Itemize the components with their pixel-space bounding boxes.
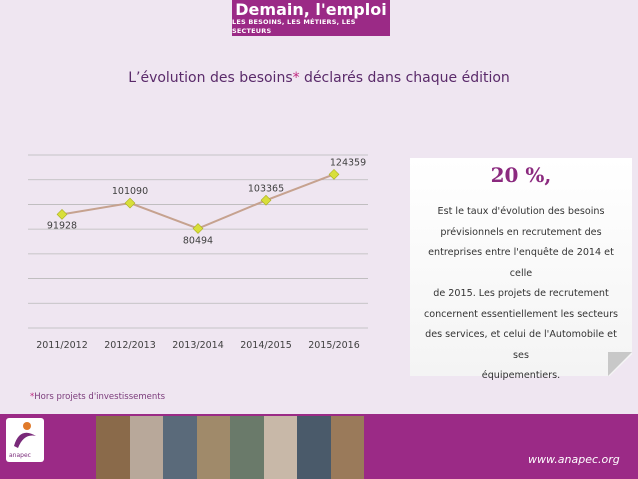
header-banner: Demain, l'emploi LES BESOINS, LES MÉTIER… — [232, 0, 390, 36]
data-point-marker — [260, 194, 272, 206]
note-line: équipementiers. — [481, 370, 561, 381]
data-point-marker — [56, 209, 68, 220]
site-url[interactable]: www.anapec.org — [528, 453, 620, 466]
chart-title: L’évolution des besoins* déclarés dans c… — [0, 70, 638, 86]
logo-figure-icon — [14, 422, 36, 448]
photo-tile — [129, 416, 163, 479]
banner-subtitle: LES BESOINS, LES MÉTIERS, LES SECTEURS — [232, 17, 356, 35]
data-label: 91928 — [47, 220, 77, 231]
x-tick-label: 2015/2016 — [308, 340, 360, 351]
x-tick-label: 2011/2012 — [36, 340, 88, 351]
footnote-star: * — [30, 392, 35, 402]
data-point-marker — [328, 168, 340, 180]
photo-tile — [263, 416, 297, 479]
data-label: 124359 — [330, 157, 366, 168]
photo-tile — [96, 416, 130, 479]
logo-text: anapec — [9, 452, 31, 459]
data-label: 101090 — [112, 186, 148, 197]
chart-x-ticks: 2011/2012 2012/2013 2013/2014 2014/2015 2015… — [36, 340, 360, 351]
note-line: prévisionnels en recrutement des — [440, 226, 602, 238]
note-text: Est le taux d'évolution des besoins prév… — [418, 202, 624, 387]
note-fold-corner — [608, 352, 632, 376]
x-tick-label: 2014/2015 — [240, 340, 292, 351]
photo-strip — [96, 416, 364, 479]
x-tick-label: 2013/2014 — [172, 340, 224, 351]
photo-tile — [297, 416, 331, 479]
data-label: 103365 — [248, 183, 284, 194]
data-point-marker — [124, 197, 136, 209]
chart-title-rest: déclarés dans chaque édition — [299, 70, 510, 86]
chart-gridlines — [28, 154, 368, 329]
banner-title: Demain, l'emploi — [235, 0, 387, 19]
photo-tile — [230, 416, 264, 479]
data-point-marker — [192, 223, 204, 234]
info-note — [410, 158, 632, 376]
anapec-logo — [6, 418, 44, 462]
x-tick-label: 2012/2013 — [104, 340, 156, 351]
note-line: de 2015. Les projets de recrutement — [433, 288, 609, 299]
series-line — [61, 173, 335, 230]
note-line: entreprises entre l'enquête de 2014 et c… — [428, 247, 614, 279]
chart-data-labels: 91928 101090 80494 103365 124359 — [47, 157, 366, 246]
note-percent: 20 %, — [490, 163, 552, 187]
photo-tile — [163, 416, 197, 479]
note-line: concernent essentiellement les secteurs — [423, 308, 619, 320]
footnote: *Hors projets d'investissements — [30, 392, 165, 402]
note-line: Est le taux d'évolution des besoins — [437, 206, 605, 217]
chart-markers — [56, 168, 340, 234]
note-line: des services, et celui de l'Automobile e… — [425, 329, 617, 361]
chart-title-star: * — [292, 70, 300, 86]
photo-tile — [330, 416, 364, 479]
chart-title-main: L’évolution des besoins — [128, 70, 293, 86]
photo-tile — [196, 416, 230, 479]
footnote-text: Hors projets d'investissements — [34, 392, 166, 402]
data-label: 80494 — [183, 236, 213, 247]
